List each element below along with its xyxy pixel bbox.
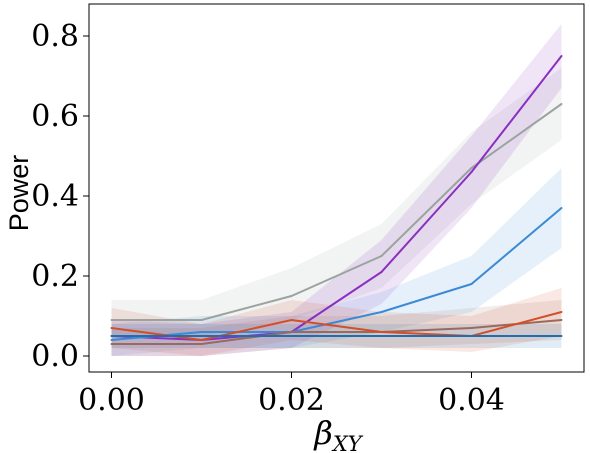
data-point xyxy=(200,331,203,333)
data-point xyxy=(470,283,473,285)
data-point xyxy=(290,335,293,337)
x-axis: 0.00 0.02 0.04 xyxy=(78,372,505,418)
series-line-5 xyxy=(111,311,562,341)
data-point xyxy=(380,255,383,257)
y-axis-label: Power xyxy=(4,155,34,232)
y-axis: 0.0 0.2 0.4 0.6 0.8 xyxy=(31,19,89,374)
data-point xyxy=(380,311,383,313)
x-tick-label: 0.02 xyxy=(258,383,325,418)
y-tick-label: 0.0 xyxy=(31,339,79,374)
series-line-2 xyxy=(111,55,563,341)
data-point xyxy=(200,339,203,341)
y-tick-label: 0.8 xyxy=(31,19,79,54)
x-tick-label: 0.04 xyxy=(438,383,505,418)
data-point xyxy=(560,319,563,321)
data-point xyxy=(200,343,203,345)
data-point xyxy=(560,55,563,57)
data-point xyxy=(380,331,383,333)
data-point xyxy=(110,319,113,321)
data-point xyxy=(560,335,563,337)
plot-frame xyxy=(88,3,585,373)
data-point xyxy=(200,319,203,321)
data-point xyxy=(110,343,113,345)
series-line-3 xyxy=(111,207,563,341)
data-point xyxy=(560,103,563,105)
confidence-band-3 xyxy=(111,168,562,356)
x-tick-label: 0.00 xyxy=(78,383,145,418)
y-tick-label: 0.6 xyxy=(31,99,79,134)
data-point xyxy=(290,331,293,333)
data-point xyxy=(560,311,563,313)
confidence-band-1 xyxy=(111,68,562,336)
data-point xyxy=(290,295,293,297)
data-point xyxy=(200,335,203,337)
data-point xyxy=(470,171,473,173)
data-point xyxy=(470,167,473,169)
data-point xyxy=(110,327,113,329)
series-line-4 xyxy=(111,319,562,345)
y-tick-label: 0.2 xyxy=(31,259,79,294)
series-line-1 xyxy=(111,103,563,321)
x-axis-label: βXY xyxy=(313,414,363,453)
data-point xyxy=(110,335,113,337)
y-tick-label: 0.4 xyxy=(31,179,79,214)
data-point xyxy=(470,335,473,337)
data-point xyxy=(380,335,383,337)
series-lines xyxy=(110,55,563,345)
confidence-bands xyxy=(111,24,562,356)
data-point xyxy=(470,327,473,329)
confidence-band-2 xyxy=(111,24,562,356)
data-point xyxy=(290,319,293,321)
data-point xyxy=(560,207,563,209)
data-point xyxy=(380,271,383,273)
data-point xyxy=(110,339,113,341)
